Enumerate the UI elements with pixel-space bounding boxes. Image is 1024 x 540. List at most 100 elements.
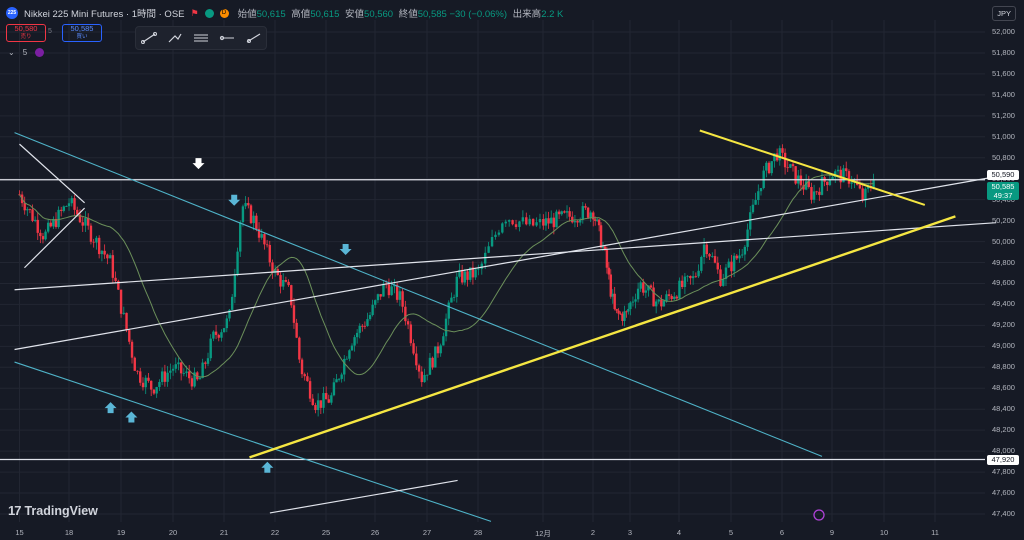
- candle-body: [41, 236, 45, 240]
- candle-body: [812, 191, 816, 200]
- candle-body: [252, 215, 255, 224]
- arrow-up-icon: [261, 461, 274, 473]
- candle-body: [521, 217, 525, 222]
- candle-body: [683, 276, 687, 288]
- candle-body: [722, 278, 725, 286]
- candle-body: [531, 218, 535, 226]
- candle-body: [613, 293, 616, 310]
- price-tick-label: 49,200: [992, 320, 1015, 330]
- candle-body: [581, 206, 585, 220]
- brush-tool-icon[interactable]: [167, 32, 183, 44]
- candle-body: [233, 274, 237, 297]
- candle-body: [458, 269, 461, 277]
- tradingview-mark-icon: 17: [8, 503, 22, 518]
- candle-body: [65, 206, 68, 207]
- candle-body: [395, 284, 399, 300]
- candle-body: [576, 221, 579, 223]
- collapse-chevron-icon[interactable]: ⌄: [8, 48, 15, 57]
- sell-button[interactable]: 50,580 売り: [6, 24, 46, 42]
- candle-body: [300, 359, 304, 375]
- candle-body: [802, 185, 805, 190]
- white-trend-line: [269, 479, 458, 514]
- candle-body: [122, 312, 126, 314]
- candle-body: [781, 148, 784, 153]
- candle-body: [749, 212, 752, 230]
- low-label: 安値: [345, 9, 365, 20]
- candle-body: [487, 246, 490, 253]
- candle-body: [571, 216, 574, 223]
- candle-body: [547, 218, 550, 224]
- candle-body: [358, 325, 361, 333]
- candle-body: [431, 357, 434, 368]
- fib-tool-icon[interactable]: [193, 32, 209, 44]
- candle-body: [257, 228, 261, 238]
- ray-tool-icon[interactable]: [245, 32, 261, 44]
- time-tick-label: 25: [321, 528, 331, 537]
- candle-body: [560, 211, 563, 215]
- candle-body: [371, 304, 374, 316]
- candle-body: [23, 203, 26, 211]
- candle-body: [594, 219, 597, 221]
- time-tick-label: 2: [590, 528, 596, 537]
- candle-body: [858, 184, 862, 189]
- candle-body: [198, 378, 202, 380]
- candle-body: [477, 268, 480, 270]
- currency-badge[interactable]: JPY: [992, 6, 1016, 21]
- candle-body: [130, 341, 134, 358]
- candle-body: [738, 255, 741, 259]
- candle-body: [667, 294, 671, 296]
- candle-body: [528, 218, 531, 225]
- candle-body: [818, 191, 821, 195]
- flag-icon[interactable]: ⚑: [190, 7, 199, 18]
- candle-body: [452, 296, 456, 298]
- arrow-down-icon: [192, 158, 205, 170]
- candle-body: [316, 400, 320, 411]
- high-label: 高値: [291, 9, 311, 20]
- time-tick-label: 5: [728, 528, 734, 537]
- candle-body: [330, 395, 333, 403]
- candle-body: [735, 255, 739, 259]
- indicator-count[interactable]: 5: [22, 48, 28, 57]
- candle-body: [629, 302, 632, 310]
- indicator-icon[interactable]: [35, 48, 45, 57]
- buy-label: 買い: [76, 34, 88, 40]
- candle-body: [665, 294, 668, 302]
- horizontal-ray-icon[interactable]: [219, 32, 235, 44]
- trendline-tool-icon[interactable]: [141, 32, 157, 44]
- candle-body: [599, 225, 603, 248]
- candle-body: [141, 382, 145, 388]
- candle-body: [31, 209, 34, 221]
- chart-title[interactable]: Nikkei 225 Mini Futures · 1時間 · OSE: [24, 9, 185, 20]
- candle-body: [563, 211, 566, 213]
- drawing-toolbar: [135, 26, 267, 50]
- tradingview-logo[interactable]: 17 TradingView: [8, 503, 98, 518]
- candle-body: [471, 267, 475, 278]
- candle-body: [97, 237, 101, 255]
- candle-body: [705, 244, 709, 255]
- white-trend-line: [14, 176, 997, 351]
- candle-body: [70, 198, 73, 204]
- candle-body: [490, 237, 494, 247]
- candle-body: [617, 310, 620, 314]
- arrow-up-icon: [125, 411, 138, 423]
- price-tick-label: 47,400: [992, 509, 1015, 518]
- candle-body: [220, 332, 223, 338]
- buy-button[interactable]: 50,585 買い: [62, 24, 102, 42]
- candle-body: [163, 371, 167, 382]
- candle-body: [108, 255, 112, 259]
- candle-body: [343, 358, 346, 375]
- candle-body: [111, 255, 115, 278]
- candle-body: [119, 289, 123, 314]
- candle-body: [847, 171, 851, 184]
- price-tick-label: 47,600: [992, 488, 1015, 498]
- candle-body: [340, 374, 343, 379]
- candle-body: [434, 346, 437, 368]
- candle-body: [578, 219, 582, 223]
- price-tick-label: 51,000: [992, 131, 1015, 141]
- candle-body: [169, 370, 172, 373]
- candle-body: [783, 152, 787, 168]
- price-tick-label: 51,800: [992, 47, 1015, 57]
- candle-body: [206, 358, 210, 364]
- candle-body: [647, 285, 650, 291]
